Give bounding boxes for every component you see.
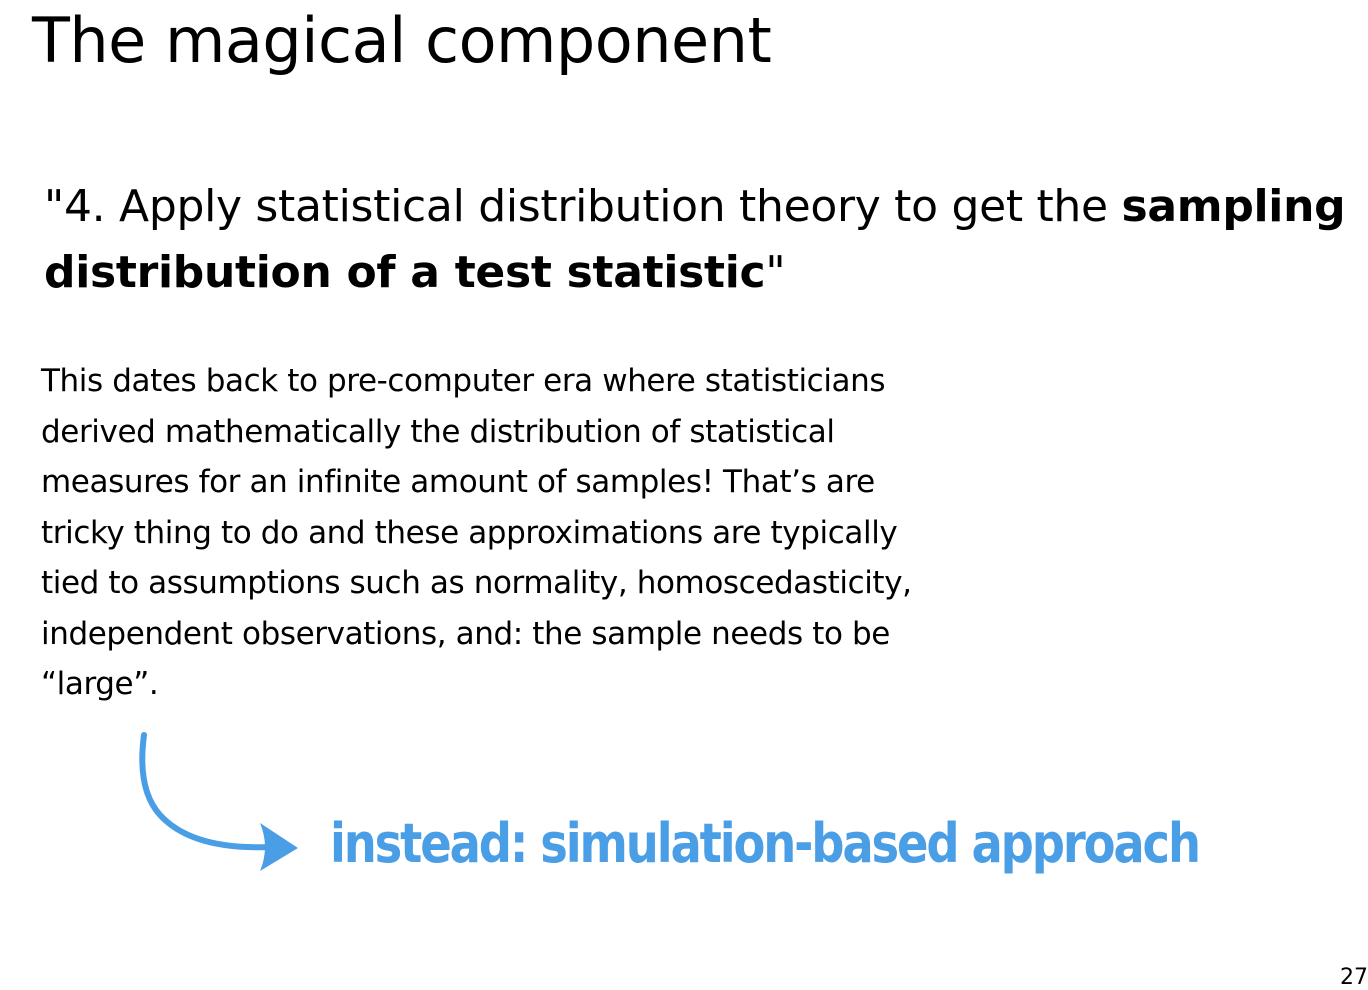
- quote-open-mark: ": [44, 181, 64, 232]
- page-number: 27: [1340, 965, 1368, 990]
- quote-close-mark: ": [765, 247, 786, 298]
- quote-emphasis: sampling distribution of a test statisti…: [44, 181, 1346, 298]
- body-paragraph: This dates back to pre-computer era wher…: [41, 363, 912, 702]
- quote-text: "4. Apply statistical distribution theor…: [44, 174, 1354, 306]
- callout-text: instead: simulation-based approach: [330, 812, 1201, 875]
- curved-arrow-icon: [139, 732, 298, 871]
- slide-title: The magical component: [32, 4, 772, 77]
- quote-lead: 4. Apply statistical distribution theory…: [63, 181, 1122, 232]
